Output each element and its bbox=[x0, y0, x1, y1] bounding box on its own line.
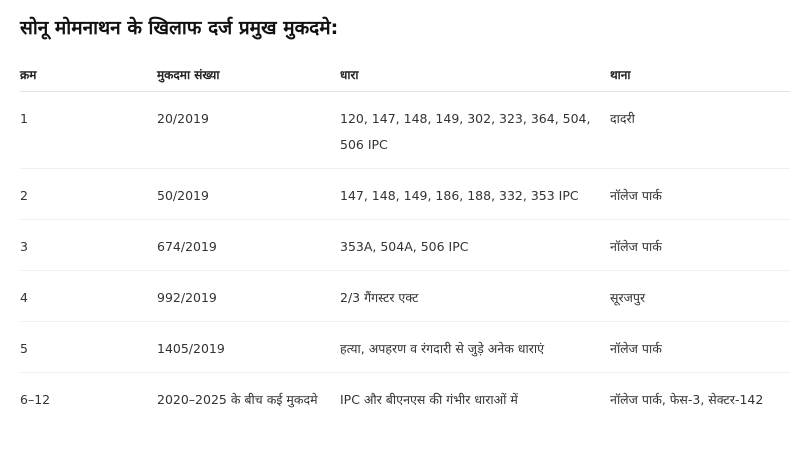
cell-police-station: नॉलेज पार्क, फेस-3, सेक्टर-142 bbox=[610, 392, 764, 407]
cell-serial: 2 bbox=[20, 168, 157, 220]
cell-serial: 1 bbox=[20, 91, 157, 169]
header-police-station: थाना bbox=[610, 62, 790, 92]
cell-police-station: सूरजपुर bbox=[610, 270, 790, 322]
cell-section: 147, 148, 149, 186, 188, 332, 353 IPC bbox=[340, 168, 610, 220]
cell-section: IPC और बीएनएस की गंभीर धाराओं में bbox=[340, 392, 518, 407]
cell-section: 2/3 गैंगस्टर एक्ट bbox=[340, 270, 610, 322]
cell-case-number: 992/2019 bbox=[157, 270, 340, 322]
cell-serial: 6–12 bbox=[20, 392, 51, 407]
page-title: सोनू मोमनाथन के खिलाफ दर्ज प्रमुख मुकदमे… bbox=[20, 17, 339, 39]
cell-section: 353A, 504A, 506 IPC bbox=[340, 219, 610, 271]
table-header: क्रम मुकदमा संख्या धारा थाना bbox=[20, 62, 790, 92]
cell-serial: 4 bbox=[20, 270, 157, 322]
cell-section: हत्या, अपहरण व रंगदारी से जुड़े अनेक धार… bbox=[340, 321, 610, 373]
header-section: धारा bbox=[340, 62, 610, 92]
table-row: 5 1405/2019 हत्या, अपहरण व रंगदारी से जुड़… bbox=[20, 321, 790, 373]
cell-case-number: 2020–2025 के बीच कई मुकदमे bbox=[157, 392, 318, 407]
cell-case-number: 1405/2019 bbox=[157, 321, 340, 373]
cell-case-number: 50/2019 bbox=[157, 168, 340, 220]
header-serial: क्रम bbox=[20, 62, 157, 92]
cases-table: क्रम मुकदमा संख्या धारा थाना 1 20/2019 120… bbox=[20, 62, 790, 423]
table-row: 2 50/2019 147, 148, 149, 186, 188, 332, 35… bbox=[20, 168, 790, 220]
cell-police-station: दादरी bbox=[610, 91, 790, 169]
cell-police-station: नॉलेज पार्क bbox=[610, 219, 790, 271]
cell-case-number: 20/2019 bbox=[157, 91, 340, 169]
header-case-number: मुकदमा संख्या bbox=[157, 62, 340, 92]
cell-serial: 5 bbox=[20, 321, 157, 373]
table-row: 6–12 2020–2025 के बीच कई मुकदमे IPC और बीए… bbox=[20, 373, 790, 424]
table-row: 3 674/2019 353A, 504A, 506 IPC नॉलेज पार्क bbox=[20, 219, 790, 271]
cell-section: 120, 147, 148, 149, 302, 323, 364, 504, … bbox=[340, 91, 610, 169]
cell-police-station: नॉलेज पार्क bbox=[610, 168, 790, 220]
cell-serial: 3 bbox=[20, 219, 157, 271]
cell-case-number: 674/2019 bbox=[157, 219, 340, 271]
table-row: 4 992/2019 2/3 गैंगस्टर एक्ट सूरजपुर bbox=[20, 270, 790, 322]
cell-police-station: नॉलेज पार्क bbox=[610, 321, 790, 373]
table-row: 1 20/2019 120, 147, 148, 149, 302, 323, 36… bbox=[20, 91, 790, 169]
